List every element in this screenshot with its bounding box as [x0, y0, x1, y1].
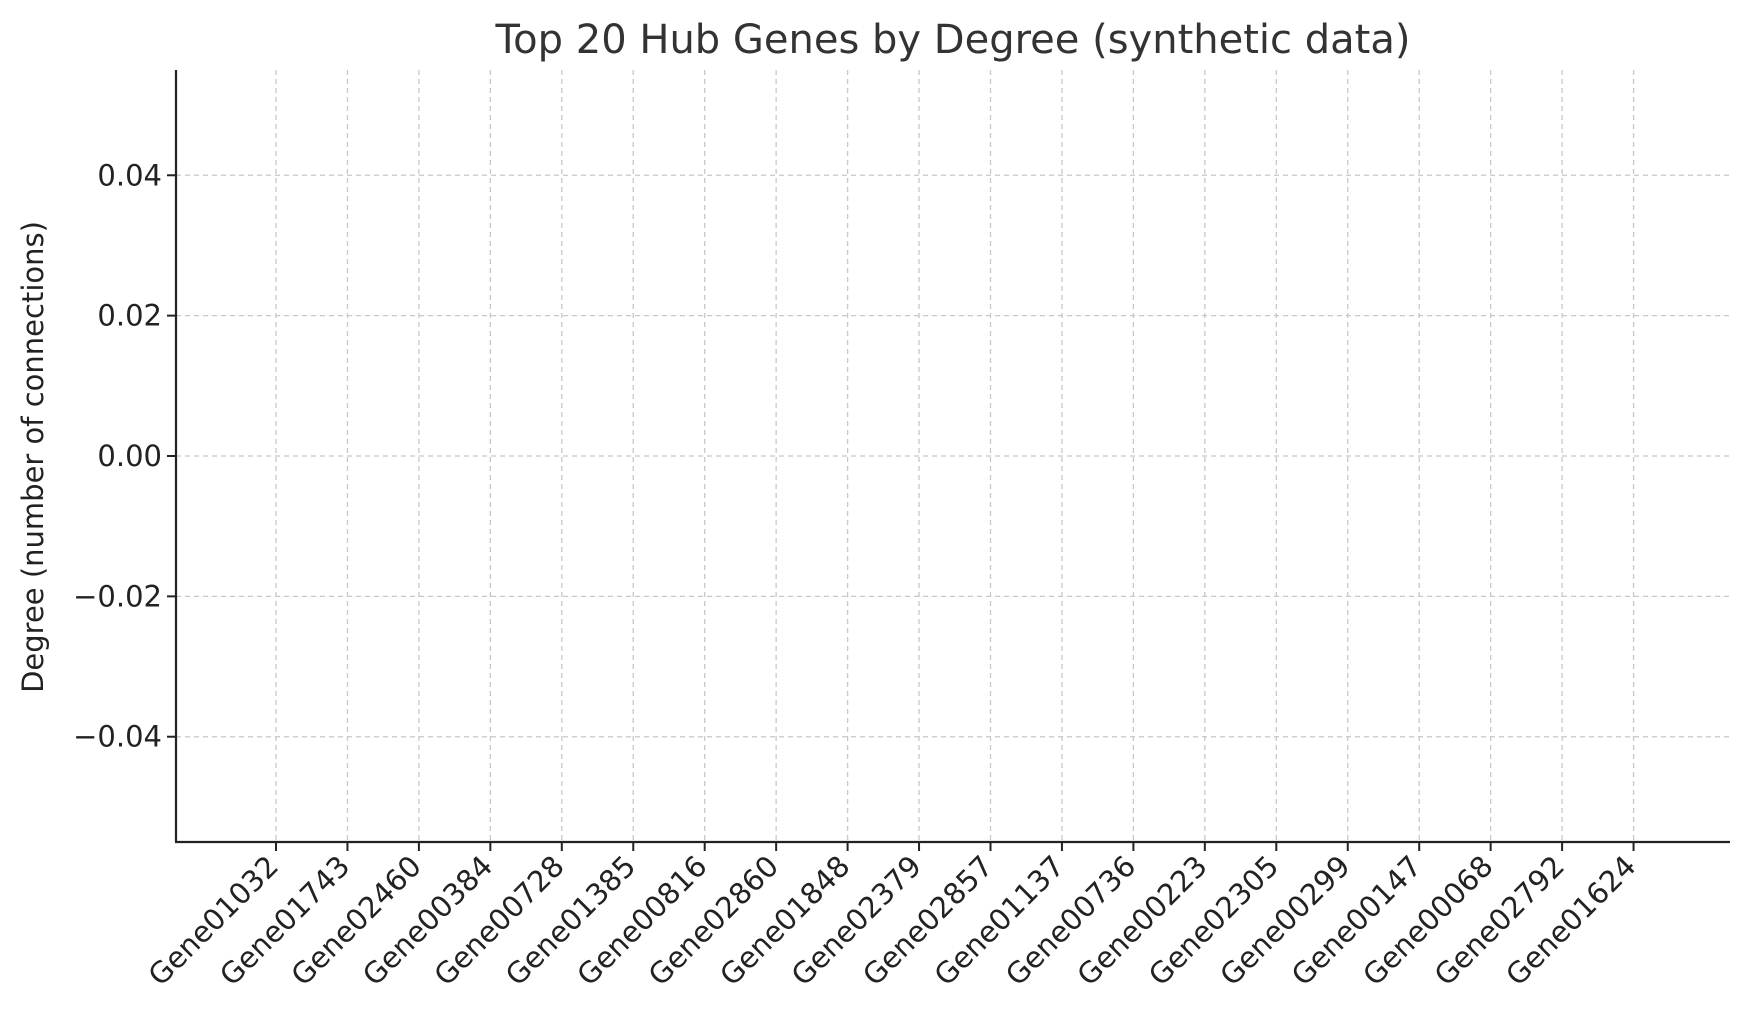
- x-axis-ticks: Gene01032Gene01743Gene02460Gene00384Gene…: [142, 842, 1642, 992]
- y-axis-ticks: −0.04 −0.02 0.00 0.02 0.04: [73, 158, 176, 754]
- y-tick-label: −0.02: [73, 579, 162, 613]
- chart-title: Top 20 Hub Genes by Degree (synthetic da…: [495, 17, 1411, 63]
- y-tick-label: 0.02: [97, 299, 162, 333]
- grid-layer: [176, 70, 1730, 842]
- y-tick-label: −0.04: [73, 720, 162, 754]
- y-tick-label: 0.04: [97, 158, 162, 192]
- y-axis-label: Degree (number of connections): [16, 221, 50, 693]
- y-tick-label: 0.00: [97, 439, 162, 473]
